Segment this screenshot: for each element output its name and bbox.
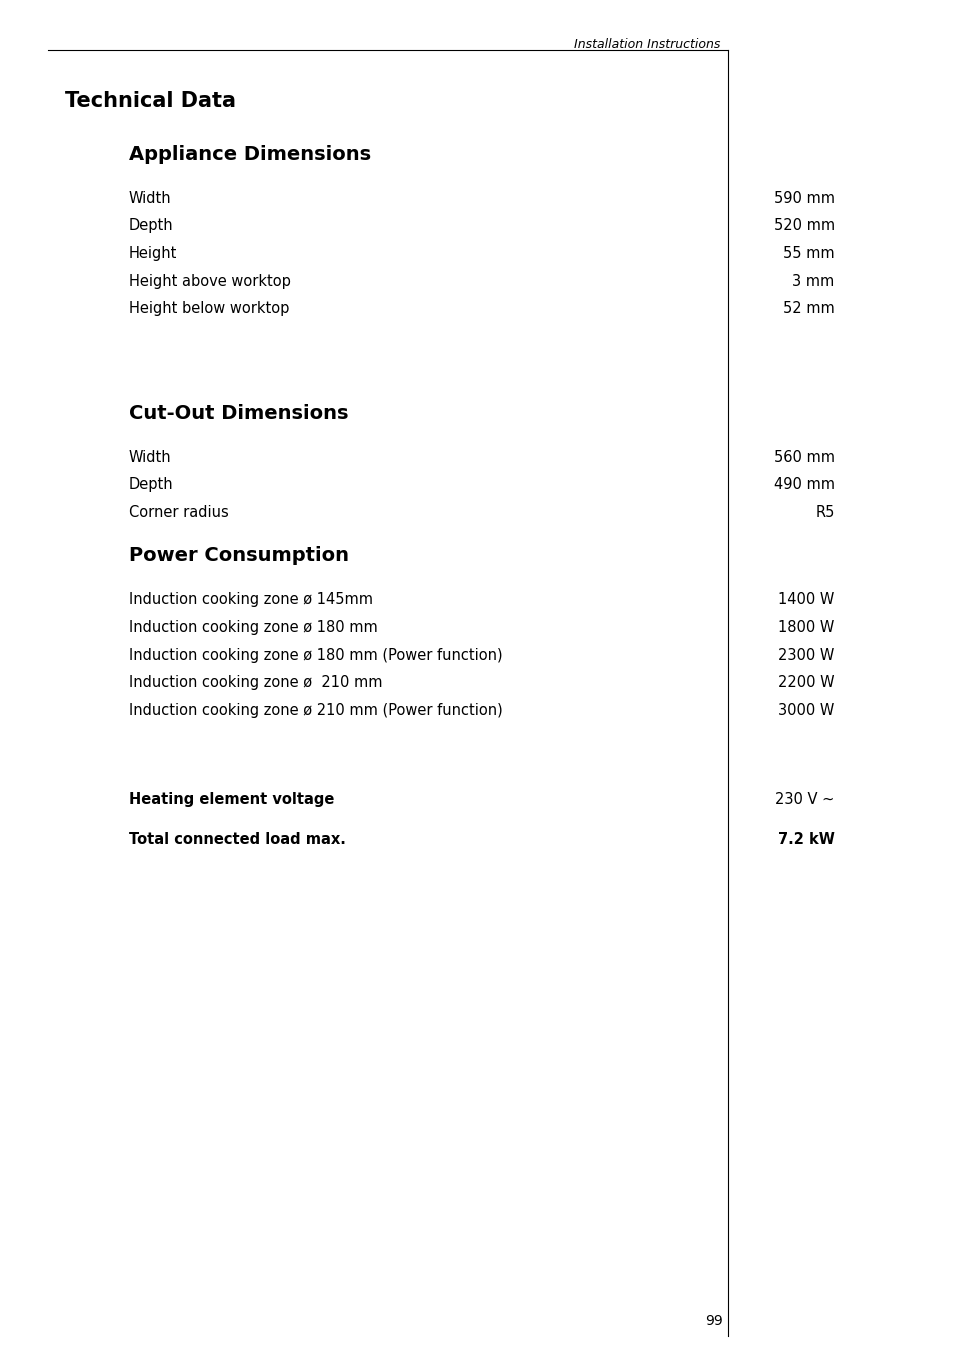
Text: Depth: Depth xyxy=(129,477,173,492)
Text: Induction cooking zone ø 210 mm (Power function): Induction cooking zone ø 210 mm (Power f… xyxy=(129,703,502,718)
Text: Depth: Depth xyxy=(129,218,173,234)
Text: 99: 99 xyxy=(704,1314,722,1328)
Text: Appliance Dimensions: Appliance Dimensions xyxy=(129,145,371,164)
Text: 3 mm: 3 mm xyxy=(792,273,834,289)
Text: Technical Data: Technical Data xyxy=(65,91,235,111)
Text: 230 V ~: 230 V ~ xyxy=(775,791,834,807)
Text: Corner radius: Corner radius xyxy=(129,504,229,521)
Text: Installation Instructions: Installation Instructions xyxy=(574,38,720,51)
Text: Induction cooking zone ø 180 mm (Power function): Induction cooking zone ø 180 mm (Power f… xyxy=(129,648,502,662)
Text: 520 mm: 520 mm xyxy=(773,218,834,234)
Text: 490 mm: 490 mm xyxy=(773,477,834,492)
Text: 2300 W: 2300 W xyxy=(778,648,834,662)
Text: Width: Width xyxy=(129,449,172,465)
Text: 2200 W: 2200 W xyxy=(778,675,834,691)
Text: Induction cooking zone ø 145mm: Induction cooking zone ø 145mm xyxy=(129,592,373,607)
Text: Height below worktop: Height below worktop xyxy=(129,301,289,316)
Text: 55 mm: 55 mm xyxy=(782,246,834,261)
Text: Heating element voltage: Heating element voltage xyxy=(129,791,334,807)
Text: Total connected load max.: Total connected load max. xyxy=(129,831,345,848)
Text: 590 mm: 590 mm xyxy=(773,191,834,206)
Text: R5: R5 xyxy=(815,504,834,521)
Text: 7.2 kW: 7.2 kW xyxy=(777,831,834,848)
Text: 560 mm: 560 mm xyxy=(773,449,834,465)
Text: Induction cooking zone ø 180 mm: Induction cooking zone ø 180 mm xyxy=(129,619,377,635)
Text: Induction cooking zone ø  210 mm: Induction cooking zone ø 210 mm xyxy=(129,675,382,691)
Text: Height: Height xyxy=(129,246,177,261)
Text: 3000 W: 3000 W xyxy=(778,703,834,718)
Text: 52 mm: 52 mm xyxy=(782,301,834,316)
Text: Height above worktop: Height above worktop xyxy=(129,273,291,289)
Text: Power Consumption: Power Consumption xyxy=(129,546,349,565)
Text: Cut-Out Dimensions: Cut-Out Dimensions xyxy=(129,403,348,423)
Text: 1400 W: 1400 W xyxy=(778,592,834,607)
Text: 1800 W: 1800 W xyxy=(778,619,834,635)
Text: Width: Width xyxy=(129,191,172,206)
